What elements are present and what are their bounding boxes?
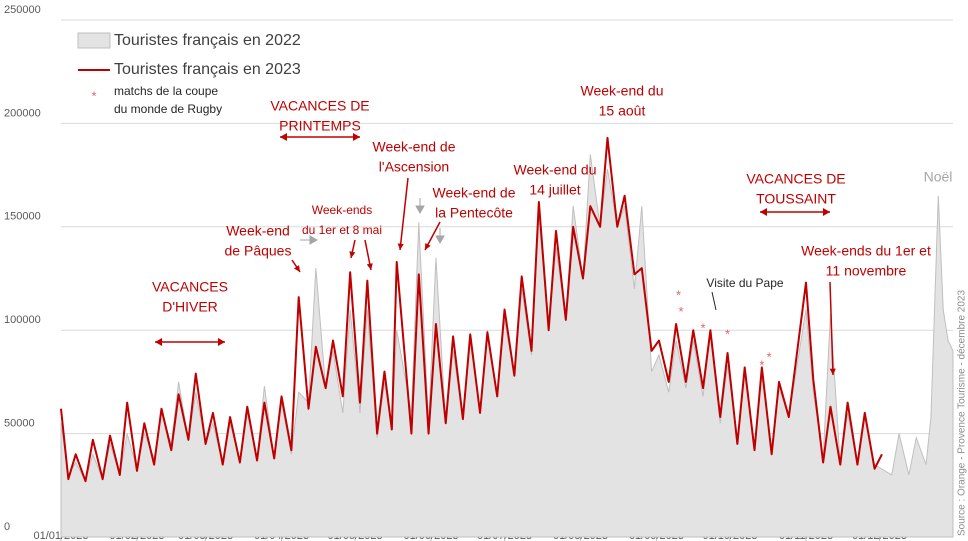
rugby-marker: *: [767, 349, 772, 364]
legend-label: Touristes français en 2023: [114, 61, 301, 78]
annotation: la Pentecôte: [435, 205, 513, 221]
y-tick-label: 0: [4, 521, 10, 533]
y-tick-label: 150000: [4, 211, 41, 223]
pointer-head: [366, 263, 373, 270]
annotation: Week-end du: [513, 162, 596, 178]
annotation: VACANCES DE: [746, 171, 845, 187]
rugby-marker: *: [725, 327, 730, 342]
pointer-head: [425, 243, 431, 250]
annotation: 14 juillet: [529, 182, 580, 198]
y-tick-label: 250000: [4, 4, 41, 16]
pointer: [829, 281, 834, 376]
arrow-head: [823, 208, 830, 216]
annotation: Week-end: [226, 223, 290, 239]
arrow-head: [280, 133, 287, 141]
y-tick-label: 50000: [4, 418, 35, 430]
annotation: du 1er et 8 mai: [302, 223, 382, 237]
pointer-head: [349, 251, 356, 258]
legend-label: matchs de la coupe: [114, 84, 218, 98]
arrow-head: [353, 133, 360, 141]
annotation: D'HIVER: [162, 299, 218, 315]
arrow-head: [218, 338, 225, 346]
legend-label: Touristes français en 2022: [114, 32, 301, 49]
y-tick-label: 100000: [4, 314, 41, 326]
legend-label: du monde de Rugby: [114, 102, 222, 116]
annotation: Week-end de: [432, 185, 515, 201]
arrow-head: [760, 208, 767, 216]
annotation: Visite du Pape: [706, 276, 783, 290]
arrow-head: [155, 338, 162, 346]
annotation: Week-ends du 1er et: [801, 243, 931, 259]
annotation: Week-end du: [580, 83, 663, 99]
annotation: VACANCES DE: [270, 98, 369, 114]
pointer: [399, 177, 409, 251]
pointer-head: [397, 243, 404, 250]
legend-swatch: *: [91, 88, 96, 103]
annotation: PRINTEMPS: [279, 118, 361, 134]
line: [60, 136, 883, 483]
rugby-marker: *: [676, 287, 681, 302]
annotation: Week-ends: [312, 203, 372, 217]
source: Source : Orange - Provence Tourisme - dé…: [957, 290, 968, 536]
annotation: Week-end de: [372, 139, 455, 155]
annotation: Noël: [924, 169, 953, 185]
rugby-marker: *: [759, 358, 764, 373]
gray-arrow: [300, 235, 319, 245]
annotation: de Pâques: [225, 243, 292, 259]
legend-swatch: [77, 32, 111, 49]
gray-arrow: [435, 228, 445, 245]
annotation: 11 novembre: [826, 263, 907, 279]
pointer: [711, 291, 717, 311]
annotation: 15 août: [599, 103, 646, 119]
annotation: VACANCES: [152, 279, 228, 295]
rugby-marker: *: [701, 321, 706, 336]
annotation: l'Ascension: [379, 159, 449, 175]
pointer-head: [293, 265, 300, 272]
annotation: TOUSSAINT: [756, 191, 836, 207]
pointer-head: [829, 368, 836, 375]
gray-arrow: [415, 198, 425, 215]
rugby-marker: *: [678, 304, 683, 319]
y-tick-label: 200000: [4, 107, 41, 119]
